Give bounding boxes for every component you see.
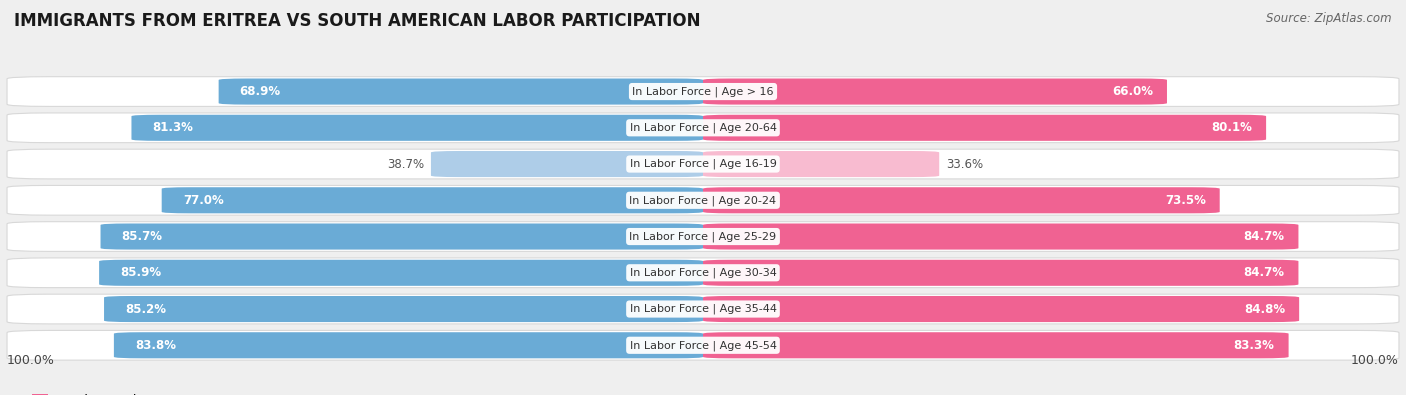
Text: 84.7%: 84.7% <box>1243 266 1285 279</box>
FancyBboxPatch shape <box>219 79 703 105</box>
FancyBboxPatch shape <box>98 260 703 286</box>
FancyBboxPatch shape <box>7 222 1399 251</box>
FancyBboxPatch shape <box>101 224 703 250</box>
Legend: Immigrants from Eritrea, South American: Immigrants from Eritrea, South American <box>0 389 166 395</box>
Text: In Labor Force | Age 20-64: In Labor Force | Age 20-64 <box>630 122 776 133</box>
FancyBboxPatch shape <box>7 113 1399 143</box>
FancyBboxPatch shape <box>7 258 1399 288</box>
Text: 85.9%: 85.9% <box>120 266 162 279</box>
Text: 83.8%: 83.8% <box>135 339 176 352</box>
FancyBboxPatch shape <box>703 115 1267 141</box>
FancyBboxPatch shape <box>7 330 1399 360</box>
FancyBboxPatch shape <box>114 332 703 358</box>
FancyBboxPatch shape <box>7 77 1399 106</box>
FancyBboxPatch shape <box>7 149 1399 179</box>
Text: In Labor Force | Age 20-24: In Labor Force | Age 20-24 <box>630 195 776 205</box>
FancyBboxPatch shape <box>703 332 1288 358</box>
Text: 38.7%: 38.7% <box>387 158 425 171</box>
FancyBboxPatch shape <box>7 185 1399 215</box>
FancyBboxPatch shape <box>7 294 1399 324</box>
Text: In Labor Force | Age 25-29: In Labor Force | Age 25-29 <box>630 231 776 242</box>
Text: 77.0%: 77.0% <box>183 194 224 207</box>
FancyBboxPatch shape <box>703 151 939 177</box>
Text: 81.3%: 81.3% <box>153 121 194 134</box>
FancyBboxPatch shape <box>703 296 1299 322</box>
Text: In Labor Force | Age > 16: In Labor Force | Age > 16 <box>633 86 773 97</box>
FancyBboxPatch shape <box>162 187 703 213</box>
Text: In Labor Force | Age 45-54: In Labor Force | Age 45-54 <box>630 340 776 350</box>
Text: In Labor Force | Age 30-34: In Labor Force | Age 30-34 <box>630 267 776 278</box>
Text: In Labor Force | Age 16-19: In Labor Force | Age 16-19 <box>630 159 776 169</box>
Text: 100.0%: 100.0% <box>7 354 55 367</box>
Text: 84.7%: 84.7% <box>1243 230 1285 243</box>
Text: 66.0%: 66.0% <box>1112 85 1153 98</box>
FancyBboxPatch shape <box>703 224 1299 250</box>
Text: 85.7%: 85.7% <box>122 230 163 243</box>
Text: 84.8%: 84.8% <box>1244 303 1285 316</box>
Text: 73.5%: 73.5% <box>1164 194 1206 207</box>
FancyBboxPatch shape <box>104 296 703 322</box>
FancyBboxPatch shape <box>132 115 703 141</box>
FancyBboxPatch shape <box>703 260 1299 286</box>
Text: In Labor Force | Age 35-44: In Labor Force | Age 35-44 <box>630 304 776 314</box>
FancyBboxPatch shape <box>430 151 703 177</box>
FancyBboxPatch shape <box>703 187 1219 213</box>
Text: IMMIGRANTS FROM ERITREA VS SOUTH AMERICAN LABOR PARTICIPATION: IMMIGRANTS FROM ERITREA VS SOUTH AMERICA… <box>14 12 700 30</box>
Text: 85.2%: 85.2% <box>125 303 166 316</box>
Text: 80.1%: 80.1% <box>1211 121 1251 134</box>
Text: 68.9%: 68.9% <box>239 85 281 98</box>
FancyBboxPatch shape <box>703 79 1167 105</box>
Text: Source: ZipAtlas.com: Source: ZipAtlas.com <box>1267 12 1392 25</box>
Text: 33.6%: 33.6% <box>946 158 983 171</box>
Text: 100.0%: 100.0% <box>1351 354 1399 367</box>
Text: 83.3%: 83.3% <box>1233 339 1275 352</box>
